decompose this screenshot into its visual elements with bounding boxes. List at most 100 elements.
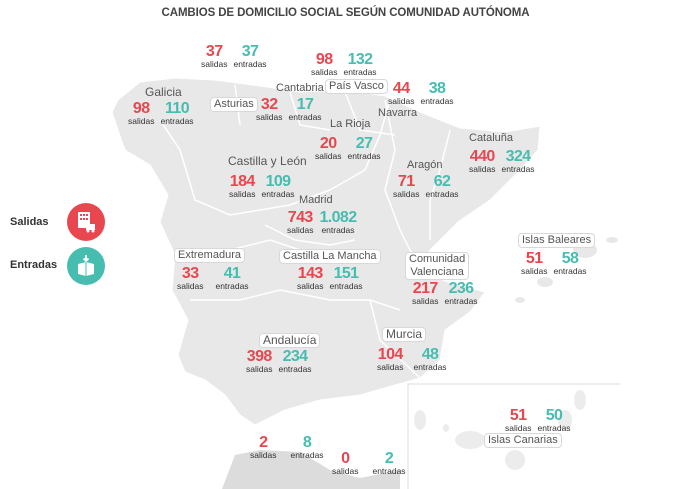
salidas-label: salidas — [256, 112, 283, 122]
entradas-value: 236 — [448, 280, 475, 297]
salidas-value: 32 — [260, 96, 278, 113]
legend-salidas-label: Salidas — [10, 216, 49, 228]
region-label-canarias: Islas Canarias — [484, 433, 562, 448]
salidas-label: salidas — [505, 423, 532, 433]
stats-murcia: 104 salidas 48 entradas — [377, 346, 447, 373]
entradas-value: 38 — [428, 80, 446, 97]
stats-valenciana: 217 salidas 236 entradas — [412, 280, 478, 307]
salidas-label: salidas — [377, 362, 404, 372]
region-label-murcia: Murcia — [382, 327, 427, 342]
region-label-extremadura: Extremadura — [174, 248, 245, 263]
salidas-value: 20 — [319, 135, 337, 152]
salidas-value: 217 — [412, 280, 439, 297]
stats-extremadura: 33 salidas 41 entradas — [177, 265, 249, 292]
entradas-label: entradas — [425, 189, 459, 199]
salidas-label: salidas — [469, 164, 496, 174]
salidas-value: 51 — [509, 407, 527, 424]
region-label-la-rioja: La Rioja — [330, 118, 371, 130]
salidas-label: salidas — [177, 281, 204, 291]
entradas-label: entradas — [329, 281, 363, 291]
region-label-castilla-mancha: Castilla La Mancha — [279, 249, 381, 264]
stats-asturias: 37 salidas 37 entradas — [201, 43, 267, 70]
region-borders — [159, 84, 451, 379]
salidas-label: salidas — [521, 266, 548, 276]
valenciana-line2: Valenciana — [410, 266, 464, 278]
region-label-cataluna: Cataluña — [469, 132, 514, 144]
entradas-label: entradas — [413, 362, 447, 372]
legend-entradas-label: Entradas — [10, 259, 58, 271]
entradas-label: entradas — [343, 67, 377, 77]
entradas-value: 50 — [545, 407, 563, 424]
entradas-label: entradas — [261, 189, 295, 199]
salidas-value: 440 — [469, 148, 496, 165]
stats-canarias: 51 salidas 50 entradas — [505, 407, 571, 434]
entradas-label: entradas — [278, 364, 312, 374]
region-label-castilla-leon: Castilla y León — [228, 154, 307, 168]
region-label-andalucia: Andalucía — [259, 333, 321, 348]
stats-andalucia: 398 salidas 234 entradas — [246, 348, 312, 375]
salidas-value: 0 — [341, 450, 350, 467]
entradas-value: 132 — [347, 51, 374, 68]
salidas-value: 743 — [287, 209, 314, 226]
region-label-galicia: Galicia — [145, 85, 182, 99]
salidas-label: salidas — [315, 151, 342, 161]
entradas-value: 109 — [265, 173, 292, 190]
entradas-label: entradas — [501, 164, 535, 174]
stats-castilla-mancha: 143 salidas 151 entradas — [297, 265, 363, 292]
building-truck-icon — [67, 203, 105, 241]
entradas-label: entradas — [444, 296, 478, 306]
entradas-value: 48 — [421, 346, 439, 363]
salidas-value: 104 — [377, 346, 404, 363]
region-label-asturias: Asturias — [210, 97, 258, 112]
salidas-value: 143 — [297, 265, 324, 282]
salidas-label: salidas — [201, 59, 228, 69]
salidas-label: salidas — [332, 466, 359, 476]
salidas-label: salidas — [287, 225, 314, 235]
entradas-label: entradas — [420, 96, 454, 106]
region-label-valenciana: Comunidad Valenciana — [405, 252, 470, 280]
salidas-label: salidas — [246, 364, 273, 374]
entradas-value: 58 — [561, 250, 579, 267]
salidas-label: salidas — [229, 189, 256, 199]
chart-title: CAMBIOS DE DOMICILIO SOCIAL SEGÚN COMUNI… — [161, 7, 530, 19]
salidas-value: 51 — [525, 250, 543, 267]
salidas-label: salidas — [412, 296, 439, 306]
salidas-value: 398 — [246, 348, 273, 365]
salidas-label: salidas — [128, 116, 155, 126]
entradas-label: entradas — [160, 116, 194, 126]
salidas-value: 44 — [392, 80, 410, 97]
entradas-label: entradas — [215, 281, 249, 291]
region-label-aragon: Aragón — [407, 159, 443, 171]
stats-la-rioja: 20 salidas 27 entradas — [315, 135, 381, 162]
stats-madrid: 743 salidas 1.082 entradas — [287, 209, 357, 236]
stats-aragon: 71 salidas 62 entradas — [393, 173, 459, 200]
entradas-label: entradas — [288, 112, 322, 122]
stats-pais-vasco: 98 salidas 132 entradas — [311, 51, 377, 78]
entradas-label: entradas — [233, 59, 267, 69]
canarias-islands — [414, 390, 586, 470]
entradas-label: entradas — [321, 225, 355, 235]
entradas-label: entradas — [537, 423, 571, 433]
salidas-value: 33 — [181, 265, 199, 282]
salidas-label: salidas — [388, 96, 415, 106]
entradas-value: 27 — [355, 135, 373, 152]
entradas-value: 151 — [333, 265, 360, 282]
entradas-value: 1.082 — [319, 209, 357, 226]
salidas-value: 98 — [315, 51, 333, 68]
entradas-value: 110 — [165, 100, 190, 117]
entradas-value: 8 — [302, 434, 312, 451]
region-label-navarra: Navarra — [378, 107, 418, 119]
salidas-label: salidas — [393, 189, 420, 199]
entradas-value: 41 — [223, 265, 241, 282]
salidas-label: salidas — [297, 281, 324, 291]
entradas-value: 234 — [282, 348, 309, 365]
entradas-value: 324 — [505, 148, 532, 165]
stats-ceuta: 2 salidas 8 entradas — [250, 434, 324, 461]
stats-baleares: 51 salidas 58 entradas — [521, 250, 587, 277]
entradas-value: 62 — [433, 173, 451, 190]
region-label-baleares: Islas Baleares — [518, 233, 596, 248]
stats-galicia: 98 salidas 110 entradas — [128, 100, 194, 127]
salidas-value: 37 — [205, 43, 223, 60]
entradas-label: entradas — [372, 466, 406, 476]
entradas-label: entradas — [553, 266, 587, 276]
